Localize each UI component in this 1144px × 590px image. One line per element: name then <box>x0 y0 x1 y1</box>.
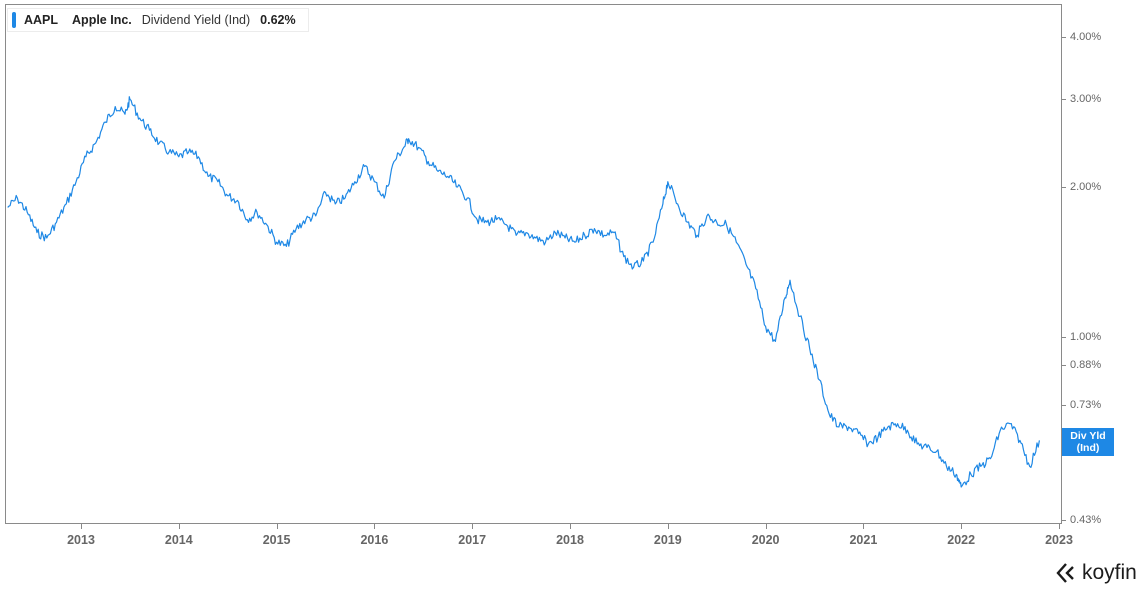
x-tick-mark <box>374 524 376 529</box>
x-tick-label: 2017 <box>458 533 487 547</box>
x-tick-label: 2021 <box>849 533 878 547</box>
y-tick-label: 1.00% <box>1070 331 1102 343</box>
legend-value: 0.62% <box>260 13 296 27</box>
dividend-yield-line <box>7 96 1040 488</box>
chart-legend[interactable]: AAPL Apple Inc. Dividend Yield (Ind) 0.6… <box>7 8 309 32</box>
x-tick-label: 2015 <box>262 533 291 547</box>
y-tick-label: 0.43% <box>1070 513 1102 526</box>
y-tick-label: 2.00% <box>1070 181 1102 193</box>
y-tick-mark <box>1062 405 1066 407</box>
x-tick-mark <box>570 524 571 529</box>
x-tick-mark <box>961 524 963 529</box>
y-tick-mark <box>1062 99 1066 101</box>
x-tick-label: 2014 <box>164 533 193 547</box>
x-tick-label: 2018 <box>556 533 584 547</box>
y-tick-mark <box>1062 519 1066 521</box>
x-tick-mark <box>1059 524 1060 529</box>
legend-metric: Dividend Yield (Ind) <box>141 13 251 27</box>
koyfin-chevrons-icon <box>1056 563 1074 583</box>
y-tick-label: 4.00% <box>1070 31 1102 43</box>
x-tick-mark <box>81 524 82 529</box>
brand-name: koyfin <box>1082 561 1137 584</box>
y-tick-mark <box>1062 337 1066 338</box>
y-tick-label: 0.88% <box>1070 358 1102 371</box>
x-tick-mark <box>765 524 767 529</box>
y-tick-mark <box>1062 187 1066 188</box>
x-tick-mark <box>276 524 278 529</box>
series-color-swatch <box>12 12 16 28</box>
legend-ticker: AAPL <box>24 13 59 27</box>
y-tick-label: 0.73% <box>1070 399 1102 412</box>
x-tick-mark <box>178 524 180 529</box>
legend-company: Apple Inc. <box>72 13 132 27</box>
x-tick-label: 2016 <box>360 533 389 547</box>
last-value-tag: Div Yld (Ind) 0.62% <box>1062 428 1114 466</box>
x-tick-mark <box>863 524 865 529</box>
last-value-tag-value: 0.62% <box>1073 454 1103 466</box>
y-tick-mark <box>1062 37 1066 38</box>
x-tick-label: 2020 <box>751 533 780 547</box>
last-value-tag-label: Div Yld (Ind) <box>1070 430 1106 454</box>
y-tick-mark <box>1062 364 1066 366</box>
x-tick-label: 2019 <box>653 533 682 547</box>
y-tick-label: 3.00% <box>1070 93 1102 106</box>
x-tick-mark <box>472 524 474 529</box>
x-tick-label: 2023 <box>1045 533 1073 547</box>
x-tick-label: 2022 <box>947 533 976 547</box>
x-tick-mark <box>667 524 669 529</box>
koyfin-logo: koyfin <box>1056 561 1137 585</box>
plot-area <box>5 4 1062 524</box>
x-tick-label: 2013 <box>67 533 95 547</box>
